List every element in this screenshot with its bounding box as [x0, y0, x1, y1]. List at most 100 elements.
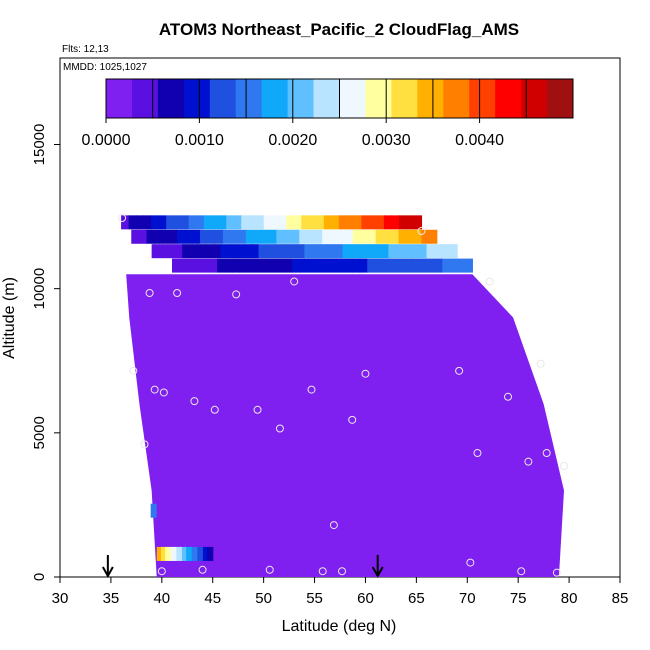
heat-cell [188, 215, 197, 230]
heat-cell [403, 244, 412, 259]
heat-cell [278, 215, 287, 230]
heat-cell [180, 546, 183, 561]
heat-cell [271, 215, 280, 230]
colorbar-segment [287, 79, 314, 118]
heat-cell [218, 215, 227, 230]
data-point [466, 558, 475, 567]
heat-cell [143, 215, 152, 230]
heat-cell [169, 546, 172, 561]
heat-cell [365, 244, 374, 259]
heat-cell [136, 215, 145, 230]
heat-cell [192, 229, 201, 244]
data-point [150, 385, 159, 394]
colorbar-segment [521, 79, 548, 118]
heat-cell [186, 546, 189, 561]
heat-cell [235, 244, 244, 259]
heat-cell [208, 546, 211, 561]
heat-cell [172, 258, 181, 273]
heat-cell [367, 258, 376, 273]
heat-cell [200, 229, 209, 244]
heat-cell [230, 229, 239, 244]
heat-cell [166, 244, 176, 259]
heat-cell [165, 546, 168, 561]
colorbar-segment [313, 79, 340, 118]
heat-cell [163, 546, 166, 561]
heat-cell [150, 503, 157, 518]
heat-cell [166, 215, 175, 230]
colorbar-tick-label: 0.0030 [362, 132, 411, 149]
heat-cell [266, 244, 275, 259]
colorbar-tick-label: 0.0010 [175, 132, 224, 149]
heat-cell [248, 215, 257, 230]
heat-cell [205, 546, 208, 561]
x-tick-label: 80 [561, 590, 578, 607]
heat-cell [299, 229, 308, 244]
heat-cell [197, 244, 206, 259]
heat-cell [413, 229, 423, 244]
heat-cell [338, 215, 347, 230]
colorbar-segment [235, 79, 263, 118]
heat-cell [169, 229, 178, 244]
heat-cell [203, 215, 212, 230]
heat-cell [151, 215, 160, 230]
heat-cell [352, 258, 361, 273]
background-block [126, 274, 564, 577]
heat-cell [131, 229, 140, 244]
heat-cell [174, 546, 177, 561]
heat-cell [224, 258, 233, 273]
colorbar-segment [106, 79, 133, 118]
heat-cell [193, 546, 196, 561]
data-point [265, 565, 274, 574]
heat-cell [233, 215, 242, 230]
colorbar-segment [209, 79, 237, 118]
heat-cell [159, 546, 162, 561]
data-point [210, 405, 219, 414]
heat-cell [215, 229, 224, 244]
colorbar-segment [391, 79, 418, 118]
heat-cell [194, 258, 203, 273]
heat-cell [253, 229, 262, 244]
x-tick-label: 70 [459, 590, 476, 607]
x-tick-label: 50 [255, 590, 272, 607]
x-axis-label: Latitude (deg N) [282, 618, 397, 635]
heat-cell [166, 546, 169, 561]
heat-cell [200, 546, 203, 561]
data-point [290, 277, 299, 286]
heat-cell [238, 229, 247, 244]
heat-cell [406, 215, 415, 230]
heat-cell [418, 244, 428, 259]
heat-cell [296, 244, 305, 259]
heat-cell [156, 546, 159, 561]
y-tick-label: 10000 [31, 268, 48, 310]
heat-cell [380, 244, 389, 259]
heat-cell [368, 229, 377, 244]
heat-cell [398, 215, 408, 230]
heat-cell [250, 244, 260, 259]
x-tick-label: 60 [357, 590, 374, 607]
heat-cell [207, 229, 216, 244]
heat-cell [396, 244, 405, 259]
data-point [318, 567, 327, 576]
heat-cell [158, 546, 161, 561]
heat-cell [254, 258, 263, 273]
heat-cell [368, 215, 377, 230]
heat-cell [187, 546, 190, 561]
x-tick-label: 30 [52, 590, 69, 607]
heat-cell [241, 215, 250, 230]
data-point [275, 424, 284, 433]
heat-cell [159, 244, 168, 259]
heat-cell [211, 215, 220, 230]
heat-cell [337, 229, 346, 244]
heat-cell [256, 215, 265, 230]
heat-cell [361, 215, 370, 230]
heat-cell [258, 244, 267, 259]
y-tick-label: 15000 [31, 124, 48, 166]
heat-cell [268, 229, 277, 244]
heat-cell [201, 546, 204, 561]
heat-cell [397, 258, 406, 273]
data-point [129, 366, 138, 375]
heat-cell [359, 258, 368, 273]
heat-cell [243, 244, 252, 259]
heat-cell [179, 546, 182, 561]
heat-cell [261, 229, 270, 244]
